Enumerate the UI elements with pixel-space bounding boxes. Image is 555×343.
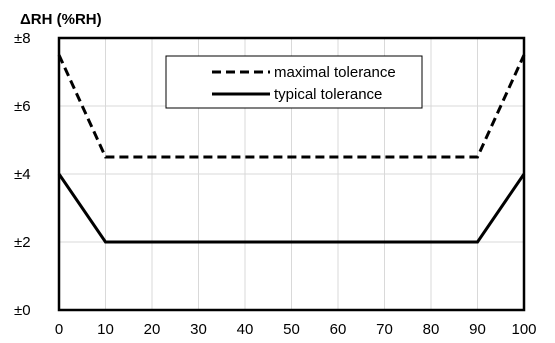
tick-labels: 0 10 20 30 40 50 60 70 80 90 100 ±0 ±2 ±4 ±6 ±8 <box>14 30 537 338</box>
x-tick-label: 0 <box>55 321 63 338</box>
x-tick-label: 90 <box>469 321 486 338</box>
x-tick-label: 20 <box>144 321 161 338</box>
y-tick-label: ±4 <box>14 166 31 183</box>
x-tick-label: 30 <box>190 321 207 338</box>
x-tick-label: 50 <box>283 321 300 338</box>
series-line-typical-tolerance <box>57 173 526 244</box>
series-line-maximal-tolerance <box>57 54 526 159</box>
y-tick-label: ±8 <box>14 30 31 47</box>
x-tick-label: 10 <box>97 321 114 338</box>
legend-box <box>165 55 423 109</box>
x-tick-label: 100 <box>511 321 536 338</box>
legend-label: maximal tolerance <box>274 64 396 81</box>
x-tick-label: 60 <box>330 321 347 338</box>
plot-frame <box>57 36 526 312</box>
x-tick-label: 70 <box>376 321 393 338</box>
y-tick-label: ±2 <box>14 234 31 251</box>
y-tick-label: ±6 <box>14 98 31 115</box>
x-tick-label: 40 <box>237 321 254 338</box>
legend-label: typical tolerance <box>274 86 382 103</box>
x-tick-label: 80 <box>423 321 440 338</box>
series-lines <box>57 54 526 244</box>
y-axis-title: ΔRH (%RH) <box>20 11 102 28</box>
legend: maximal tolerance typical tolerance <box>165 55 423 109</box>
y-tick-label: ±0 <box>14 302 31 319</box>
